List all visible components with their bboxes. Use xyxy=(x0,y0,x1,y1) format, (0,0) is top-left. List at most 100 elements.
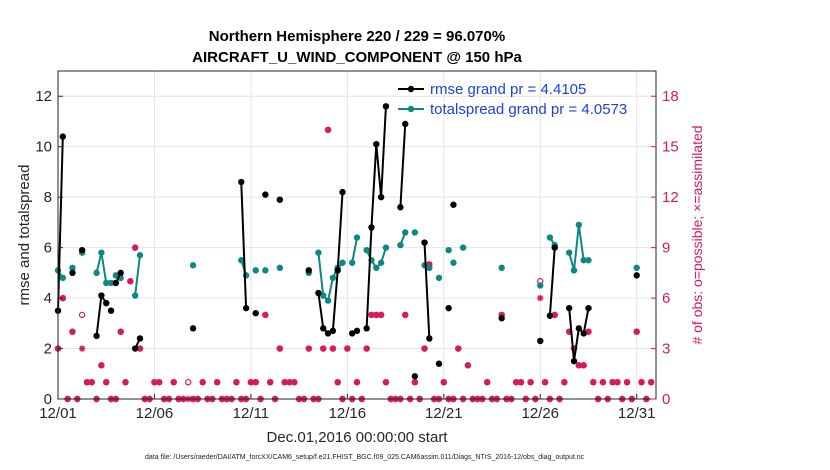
totalspread-line xyxy=(134,255,141,296)
rmse-point xyxy=(575,325,583,332)
rmse-point xyxy=(421,239,428,246)
y-axis-label: rmse and totalspread xyxy=(16,165,33,306)
rmse-point xyxy=(107,307,115,314)
plot-frame xyxy=(57,70,657,400)
totalspread-point xyxy=(59,274,67,282)
obs-assimilated-marker xyxy=(512,378,520,386)
data-file-footnote: data file: /Users/raeder/DAI/ATM_forcXX/… xyxy=(145,454,585,461)
obs-assimilated-marker xyxy=(281,378,288,386)
chart-title-line1: Northern Hemisphere 220 / 229 = 96.070% xyxy=(209,28,505,45)
obs-assimilated-marker xyxy=(402,311,409,319)
totalspread-point xyxy=(107,279,115,287)
totalspread-point xyxy=(498,264,505,271)
obs-assimilated-marker xyxy=(98,362,105,369)
obs-assimilated-marker xyxy=(262,311,269,319)
grid xyxy=(57,71,656,400)
totalspread-point xyxy=(320,292,327,299)
totalspread-line xyxy=(95,252,108,284)
obs-assimilated-marker xyxy=(590,378,597,386)
rmse-point xyxy=(103,299,110,307)
obs-assimilated-marker xyxy=(382,378,390,386)
totalspread-point xyxy=(633,264,640,271)
rmse-point xyxy=(363,325,370,332)
rmse-point xyxy=(98,292,105,299)
x-tick-label: 12/16 xyxy=(329,405,367,422)
rmse-point xyxy=(329,327,337,335)
obs-assimilated-marker xyxy=(122,378,129,386)
obs-assimilated-marker xyxy=(585,328,592,335)
totalspread-point xyxy=(252,267,259,274)
x-tick-label: 12/06 xyxy=(136,405,174,422)
obs-assimilated-marker xyxy=(117,328,124,335)
totalspread-point xyxy=(348,259,356,266)
rmse-line xyxy=(365,106,387,329)
obs-assimilated-marker xyxy=(305,345,312,352)
obs-possible-marker xyxy=(78,311,86,319)
totalspread-point xyxy=(98,249,105,256)
obs-assimilated-marker xyxy=(286,378,293,386)
totalspread-point xyxy=(445,246,452,254)
obs-assimilated-marker xyxy=(517,378,525,386)
totalspread-point xyxy=(353,234,361,241)
y-right-tick-label: 15 xyxy=(662,139,679,156)
rmse-point xyxy=(368,224,375,231)
totalspread-point xyxy=(377,259,385,266)
obs-assimilated-marker xyxy=(484,378,491,386)
rmse-point xyxy=(445,304,452,312)
rmse-point xyxy=(315,289,322,297)
totalspread-point xyxy=(339,259,346,266)
rmse-point xyxy=(435,360,443,367)
obs-assimilated-marker xyxy=(151,378,158,386)
rmse-line xyxy=(548,247,556,316)
rmse-point xyxy=(320,325,327,332)
totalspread-point xyxy=(397,241,404,249)
y-right-tick-label: 0 xyxy=(662,391,670,408)
obs-assimilated-marker xyxy=(498,311,505,319)
obs-assimilated-marker xyxy=(638,378,645,386)
rmse-point xyxy=(339,188,346,196)
x-axis-label: Dec.01,2016 00:00:00 start xyxy=(267,429,449,446)
totalspread-point xyxy=(585,257,592,264)
obs-assimilated-marker xyxy=(527,378,534,386)
rmse-point xyxy=(59,133,67,140)
rmse-point xyxy=(426,335,433,342)
rmse-point xyxy=(305,267,312,274)
obs-assimilated-marker xyxy=(373,311,380,319)
totalspread-point xyxy=(382,244,390,251)
y-tick-label: 4 xyxy=(44,290,52,307)
rmse-point xyxy=(580,330,587,337)
totalspread-point xyxy=(103,279,110,287)
obs-assimilated-marker xyxy=(353,378,361,386)
totalspread-point xyxy=(131,292,139,299)
totalspread-point xyxy=(411,229,419,236)
rmse-point xyxy=(189,325,197,332)
y-axis-right-label: # of obs: o=possible; ×=assimilated xyxy=(689,125,705,344)
rmse-point xyxy=(262,191,269,198)
x-tick-label: 12/31 xyxy=(618,405,656,422)
totalspread-point xyxy=(537,282,544,289)
totalspread-point xyxy=(238,257,245,264)
obs-assimilated-marker xyxy=(247,378,255,386)
totalspread-point xyxy=(580,257,587,264)
legend-rmse-marker xyxy=(407,85,415,93)
rmse-point xyxy=(69,269,76,277)
y-right-tick-label: 12 xyxy=(662,189,679,206)
obs-assimilated-marker xyxy=(320,345,327,352)
obs-assimilated-marker xyxy=(329,345,337,352)
obs-assimilated-marker xyxy=(623,378,631,386)
totalspread-point xyxy=(402,229,409,236)
obs-assimilated-marker xyxy=(199,378,206,386)
rmse-point xyxy=(633,272,640,279)
obs-assimilated-marker xyxy=(131,244,139,251)
obs-assimilated-marker xyxy=(136,345,144,352)
obs-possible-marker xyxy=(185,378,192,386)
obs-assimilated-marker xyxy=(344,345,351,352)
obs-assimilated-marker xyxy=(334,378,341,386)
totalspread-point xyxy=(575,221,583,229)
rmse-point xyxy=(131,345,139,352)
obs-assimilated-marker xyxy=(103,378,110,386)
chart-title-line2: AIRCRAFT_U_WIND_COMPONENT @ 150 hPa xyxy=(192,49,522,66)
series-lines xyxy=(54,103,640,380)
obs-assimilated-marker xyxy=(363,345,370,352)
rmse-point xyxy=(348,330,356,337)
